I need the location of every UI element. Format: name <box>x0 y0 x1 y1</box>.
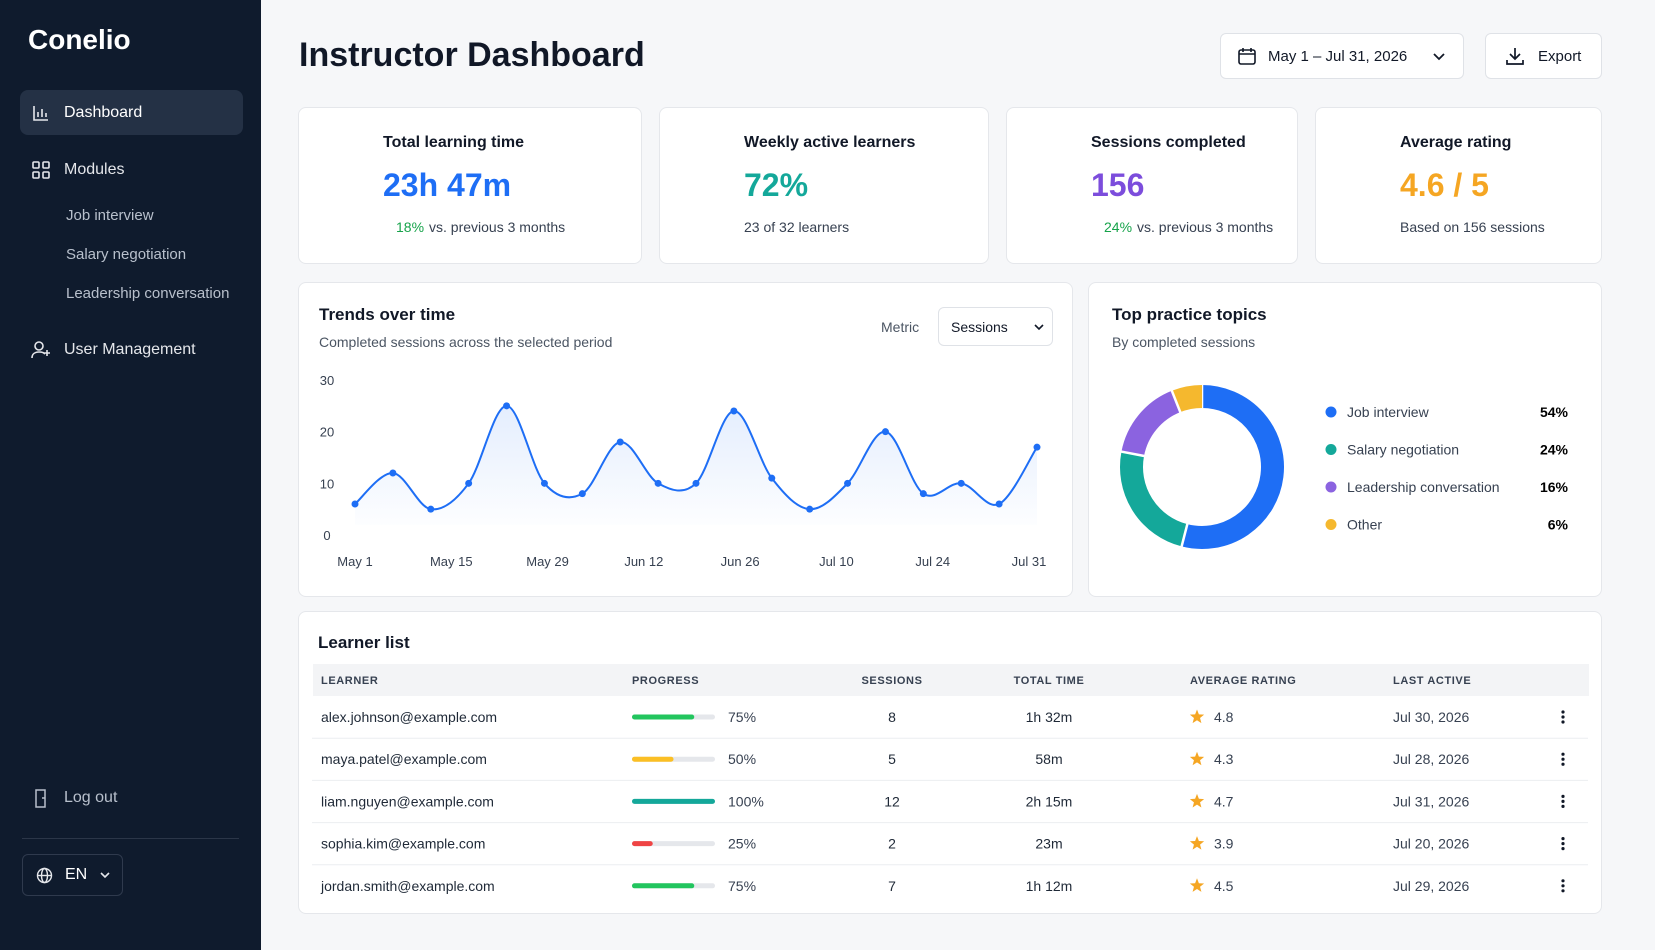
kpi-value: 4.6 / 5 <box>1400 167 1489 203</box>
nav-subitem[interactable]: Leadership conversation <box>66 285 230 302</box>
kpi-value: 72% <box>744 167 809 203</box>
nav-subitem[interactable]: Job interview <box>66 207 154 224</box>
kpi-label: Sessions completed <box>1091 134 1246 151</box>
nav-item[interactable]: Modules <box>64 161 125 178</box>
kpi-label: Average rating <box>1400 134 1512 151</box>
kpi-change: 18% <box>396 219 425 235</box>
chevron <box>1034 324 1044 331</box>
export-label: Export <box>1538 48 1582 65</box>
brand: Conelio <box>28 24 131 55</box>
nav-item[interactable]: Dashboard <box>64 104 143 121</box>
kpi-card <box>1006 107 1298 264</box>
kpi-card <box>1315 107 1602 264</box>
kpi-note: 23 of 32 learners <box>744 219 850 235</box>
kpi-card <box>659 107 989 264</box>
calendar-icon <box>1238 48 1256 65</box>
logout[interactable]: Log out <box>64 789 118 806</box>
kpi-value: 23h 47m <box>383 167 512 203</box>
modules-icon <box>32 161 50 179</box>
card-subtitle: Completed sessions across the selected p… <box>319 334 613 350</box>
date-picker[interactable]: May 1 – Jul 31, 2026 <box>1220 33 1464 79</box>
language-select[interactable] <box>22 854 123 896</box>
divider <box>22 838 239 839</box>
card-subtitle: By completed sessions <box>1112 334 1256 350</box>
language: EN <box>65 866 88 883</box>
kpi-change: 24% <box>1104 219 1133 235</box>
download-icon <box>1506 48 1524 65</box>
sidebar: Conelio Dashboard Modules Job interview … <box>0 0 261 950</box>
metric-label: Metric <box>881 319 920 335</box>
export-button[interactable]: Export <box>1485 33 1602 79</box>
trend-card: Trends over time Completed sessions acro… <box>298 282 1073 597</box>
card-title: Trends over time <box>319 305 456 324</box>
card-title: Top practice topics <box>1112 305 1267 324</box>
kpi-label: Weekly active learners <box>744 134 916 151</box>
dashboard-icon <box>33 106 48 121</box>
nav-active-bg <box>20 90 243 135</box>
card-title: Learner list <box>318 633 410 652</box>
users-icon <box>31 341 50 359</box>
page-title: Instructor Dashboard <box>299 36 645 74</box>
kpi-note: Based on 156 sessions <box>1400 219 1545 235</box>
metric-select[interactable]: Sessions <box>938 307 1053 346</box>
kpi-label: Total learning time <box>383 134 525 151</box>
kpi-note: vs. previous 3 months <box>429 219 566 235</box>
kpi-card <box>298 107 642 264</box>
logout-icon <box>35 789 46 808</box>
globe-icon <box>36 867 53 884</box>
nav-item[interactable]: User Management <box>64 341 196 358</box>
date-range: May 1 – Jul 31, 2026 <box>1268 48 1408 65</box>
nav-subitem[interactable]: Salary negotiation <box>66 246 187 263</box>
metric-value: Sessions <box>951 319 1008 335</box>
learner-card: Learner list <box>298 611 1602 914</box>
kpi-value: 156 <box>1091 167 1145 203</box>
topics-card: Top practice topics By completed session… <box>1088 282 1602 597</box>
kpi-note: vs. previous 3 months <box>1137 219 1274 235</box>
table-header <box>313 664 1589 696</box>
chevron <box>1433 53 1445 61</box>
chevron <box>100 872 110 879</box>
